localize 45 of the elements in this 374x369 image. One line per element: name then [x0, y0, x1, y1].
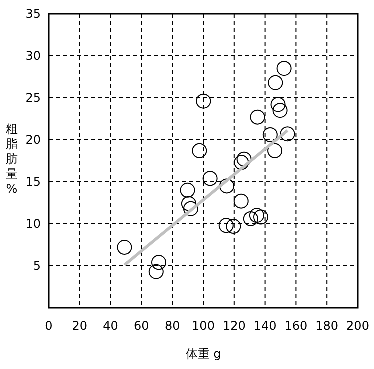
point [152, 255, 167, 270]
x-tick-label: 20 [72, 319, 88, 333]
y-tick-label: 30 [26, 49, 41, 63]
y-tick-label: 15 [26, 175, 41, 189]
y-tick-label: 10 [26, 217, 41, 231]
point [234, 194, 249, 209]
point [268, 75, 284, 90]
x-tick-label: 40 [103, 319, 118, 333]
y-tick-label: 25 [26, 91, 41, 105]
point [253, 210, 268, 225]
y-tick-label: 5 [33, 259, 41, 273]
point [180, 182, 196, 198]
point [268, 143, 283, 158]
point [219, 178, 234, 194]
x-axis-title: 体重 g [186, 347, 222, 361]
point [117, 240, 132, 256]
point [148, 264, 164, 280]
x-tick-label: 60 [134, 319, 150, 333]
point [270, 97, 286, 112]
point [280, 126, 296, 142]
point [183, 201, 198, 216]
y-tick-label: 35 [26, 7, 41, 21]
x-tick-label: 120 [222, 319, 246, 333]
point [196, 94, 212, 109]
x-tick-label: 160 [284, 319, 308, 333]
point [202, 171, 218, 186]
x-tick-label: 80 [164, 319, 180, 333]
point [250, 110, 266, 125]
point [218, 218, 234, 234]
point [192, 143, 208, 158]
x-tick-label: 180 [316, 319, 339, 333]
x-tick-label: 100 [192, 319, 215, 333]
x-tick-label: 0 [45, 319, 53, 333]
point [276, 61, 292, 76]
y-axis-title: 粗脂肪量% [6, 122, 18, 196]
point [243, 211, 258, 226]
y-tick-label: 20 [26, 133, 41, 147]
x-tick-label: 200 [346, 319, 370, 333]
x-tick-label: 140 [254, 319, 277, 333]
point [226, 219, 242, 234]
point [234, 155, 250, 170]
point [262, 127, 278, 142]
point [249, 208, 264, 224]
point [272, 103, 288, 118]
point [236, 152, 252, 167]
